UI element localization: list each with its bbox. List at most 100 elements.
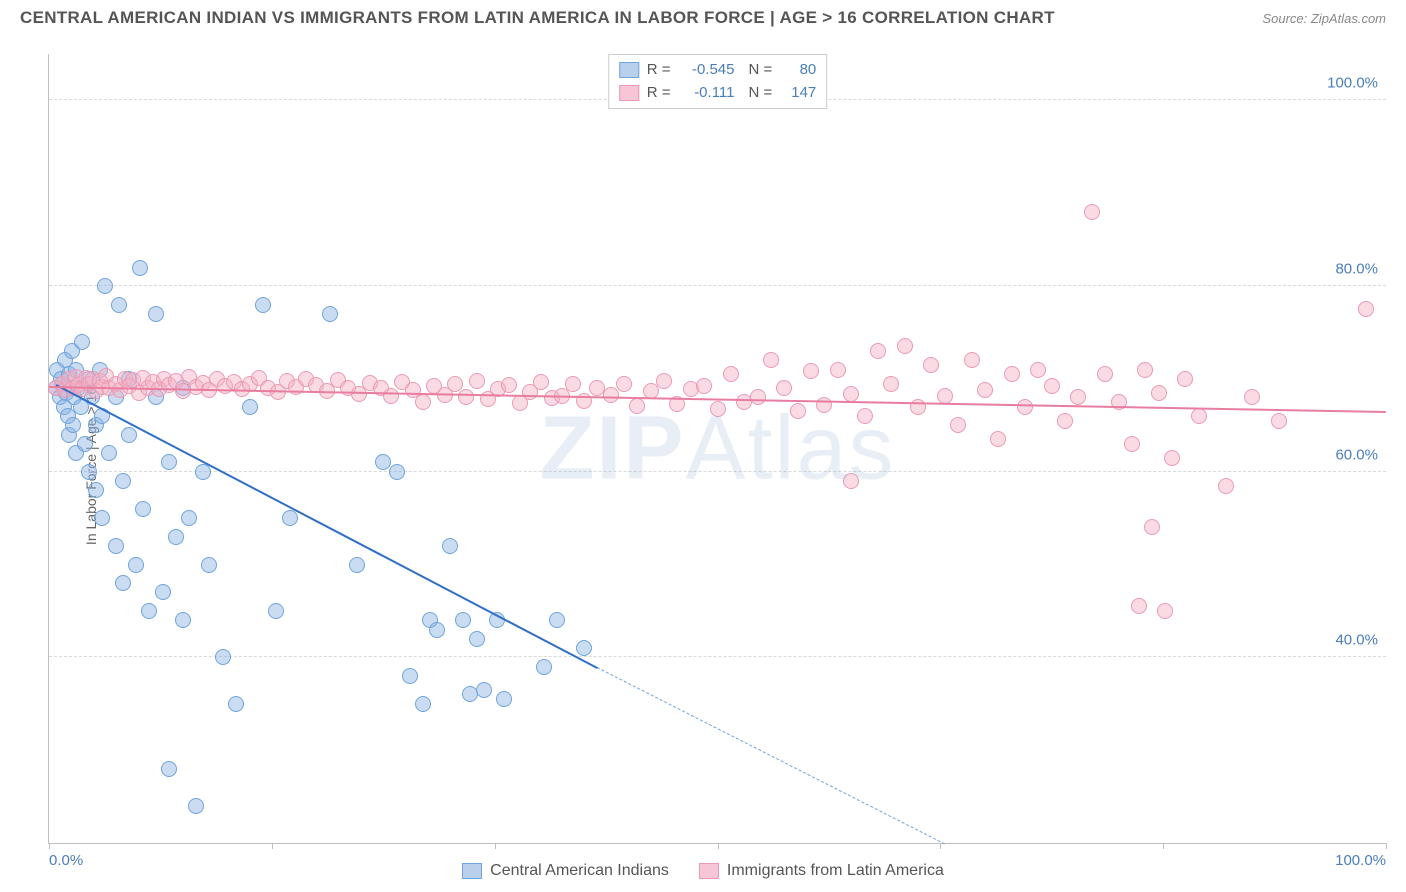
- data-point: [910, 399, 926, 415]
- gridline: [49, 656, 1386, 657]
- data-point: [81, 464, 97, 480]
- data-point: [108, 538, 124, 554]
- data-point: [843, 473, 859, 489]
- data-point: [132, 260, 148, 276]
- data-point: [843, 386, 859, 402]
- data-point: [1030, 362, 1046, 378]
- data-point: [175, 612, 191, 628]
- data-point: [268, 603, 284, 619]
- data-point: [77, 436, 93, 452]
- data-point: [442, 538, 458, 554]
- data-point: [1157, 603, 1173, 619]
- data-point: [1084, 204, 1100, 220]
- data-point: [155, 584, 171, 600]
- data-point: [816, 397, 832, 413]
- data-point: [549, 612, 565, 628]
- data-point: [616, 376, 632, 392]
- x-tick: [1386, 843, 1387, 849]
- data-point: [74, 334, 90, 350]
- data-point: [88, 482, 104, 498]
- legend-swatch: [462, 863, 482, 879]
- data-point: [923, 357, 939, 373]
- x-tick: [1163, 843, 1164, 849]
- data-point: [148, 306, 164, 322]
- legend-n-value: 80: [780, 59, 816, 82]
- y-tick-label: 80.0%: [1335, 261, 1378, 278]
- legend-row: R =-0.111N =147: [619, 82, 817, 105]
- data-point: [750, 389, 766, 405]
- data-point: [181, 510, 197, 526]
- data-point: [950, 417, 966, 433]
- data-point: [429, 622, 445, 638]
- data-point: [65, 417, 81, 433]
- data-point: [723, 366, 739, 382]
- data-point: [242, 399, 258, 415]
- data-point: [536, 659, 552, 675]
- x-tick: [495, 843, 496, 849]
- data-point: [1244, 389, 1260, 405]
- x-tick: [272, 843, 273, 849]
- data-point: [476, 682, 492, 698]
- data-point: [115, 473, 131, 489]
- series-legend: Central American Indians Immigrants from …: [0, 862, 1406, 880]
- legend-swatch: [699, 863, 719, 879]
- chart-container: In Labor Force | Age > 16 ZIPAtlas R =-0…: [0, 40, 1406, 892]
- data-point: [322, 306, 338, 322]
- data-point: [1358, 301, 1374, 317]
- legend-r-value: -0.111: [679, 82, 735, 105]
- y-tick-label: 100.0%: [1327, 75, 1378, 92]
- data-point: [128, 557, 144, 573]
- legend-r-value: -0.545: [679, 59, 735, 82]
- data-point: [576, 640, 592, 656]
- y-tick-label: 40.0%: [1335, 632, 1378, 649]
- trend-line: [55, 384, 597, 669]
- legend-r-label: R =: [647, 82, 671, 105]
- legend-n-label: N =: [749, 82, 773, 105]
- data-point: [1144, 519, 1160, 535]
- data-point: [389, 464, 405, 480]
- data-point: [1044, 378, 1060, 394]
- data-point: [496, 691, 512, 707]
- trend-line-extrapolated: [597, 667, 945, 844]
- data-point: [964, 352, 980, 368]
- data-point: [533, 374, 549, 390]
- x-tick: [49, 843, 50, 849]
- data-point: [1057, 413, 1073, 429]
- data-point: [1097, 366, 1113, 382]
- data-point: [115, 575, 131, 591]
- source-label: Source: ZipAtlas.com: [1262, 11, 1386, 26]
- legend-item: Central American Indians: [462, 862, 669, 880]
- gridline: [49, 285, 1386, 286]
- legend-label: Immigrants from Latin America: [727, 862, 944, 880]
- data-point: [977, 382, 993, 398]
- data-point: [349, 557, 365, 573]
- data-point: [168, 529, 184, 545]
- plot-area: ZIPAtlas R =-0.545N =80R =-0.111N =147 4…: [48, 54, 1386, 844]
- data-point: [97, 278, 113, 294]
- data-point: [656, 373, 672, 389]
- data-point: [565, 376, 581, 392]
- data-point: [776, 380, 792, 396]
- data-point: [870, 343, 886, 359]
- data-point: [629, 398, 645, 414]
- data-point: [1177, 371, 1193, 387]
- data-point: [121, 427, 137, 443]
- data-point: [1004, 366, 1020, 382]
- data-point: [135, 501, 151, 517]
- legend-r-label: R =: [647, 59, 671, 82]
- data-point: [830, 362, 846, 378]
- data-point: [1137, 362, 1153, 378]
- data-point: [710, 401, 726, 417]
- legend-swatch: [619, 62, 639, 78]
- data-point: [803, 363, 819, 379]
- legend-row: R = -0.545 N = 80: [619, 59, 817, 82]
- data-point: [883, 376, 899, 392]
- data-point: [1191, 408, 1207, 424]
- x-tick: [718, 843, 719, 849]
- data-point: [201, 557, 217, 573]
- data-point: [383, 388, 399, 404]
- data-point: [1131, 598, 1147, 614]
- data-point: [94, 510, 110, 526]
- legend-n-label: N =: [749, 59, 773, 82]
- data-point: [1164, 450, 1180, 466]
